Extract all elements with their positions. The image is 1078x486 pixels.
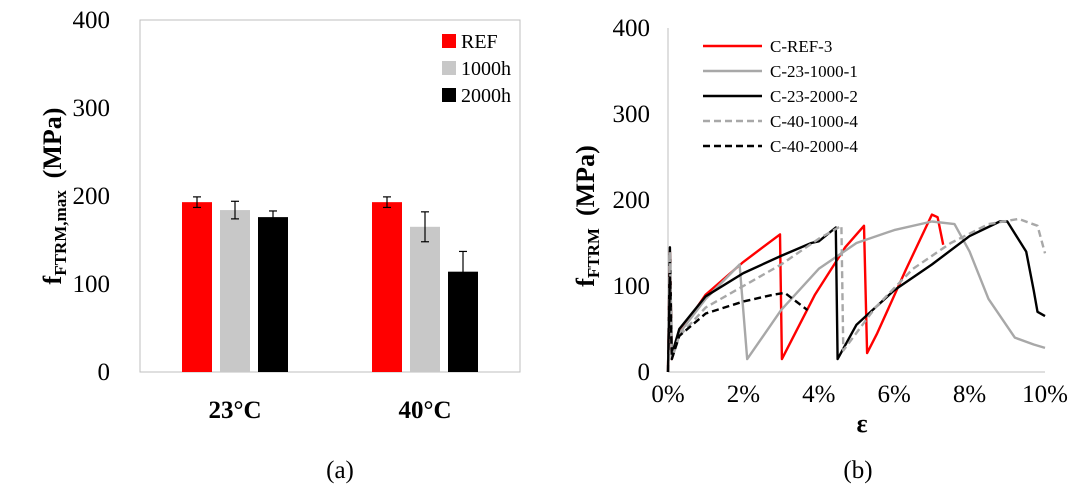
bar-1000h-1 — [220, 210, 250, 372]
chart-a-ylabel-sub: FTRM,max — [51, 190, 70, 276]
legend-swatch — [442, 34, 456, 48]
chart-b-ytick-label: 0 — [638, 359, 651, 386]
chart-a-ytick-label: 400 — [73, 7, 111, 34]
legend-label: C-40-1000-4 — [770, 112, 858, 131]
legend-label: REF — [461, 31, 498, 53]
chart-b: 0 100 200 300 400 0% 2% 4% 6% 8% 10% C-REF-3 C-23-… — [571, 15, 1068, 484]
chart-b-xtick-label: 8% — [953, 381, 986, 408]
legend-swatch — [442, 88, 456, 102]
chart-a-ytick-label: 300 — [73, 95, 111, 122]
bar-1000h-2 — [410, 226, 440, 372]
chart-b-xtick-label: 2% — [727, 381, 760, 408]
series-line-c-40-2000-4 — [666, 276, 809, 373]
chart-b-caption: (b) — [843, 457, 872, 484]
chart-a-ytick-label: 100 — [73, 271, 111, 298]
chart-b-xlabel: ε — [856, 409, 867, 438]
chart-a-caption: (a) — [326, 457, 354, 484]
chart-b-y-axis-title: fFTRM (MPa) — [571, 145, 603, 286]
chart-a: 0 100 200 300 400 23°C 40°C REF 1000h 2000h fFT… — [38, 7, 521, 484]
chart-b-ylabel-unit: (MPa) — [571, 145, 600, 216]
chart-a-ylabel-main: f — [38, 275, 67, 284]
legend-label: C-REF-3 — [770, 37, 832, 56]
chart-b-xtick-label: 0% — [651, 381, 684, 408]
svg-text:fFTRM,max(MPa): fFTRM,max (MPa) — [38, 108, 70, 285]
svg-text:fFTRM(MPa): fFTRM (MPa) — [571, 145, 603, 286]
bar-ref-2 — [372, 202, 402, 372]
legend-label: C-23-1000-1 — [770, 62, 858, 81]
chart-b-ylabel-main: f — [571, 278, 600, 287]
series-line-c-23-2000-2 — [666, 220, 1046, 373]
chart-b-ytick-label: 300 — [613, 101, 651, 128]
legend-swatch — [442, 61, 456, 75]
bar-ref-1 — [182, 202, 212, 372]
chart-b-ytick-label: 400 — [613, 15, 651, 42]
legend-label: 1000h — [461, 58, 511, 80]
chart-b-xtick-label: 6% — [878, 381, 911, 408]
chart-b-xtick-label: 10% — [1022, 381, 1068, 408]
chart-b-xtick-label: 4% — [802, 381, 835, 408]
legend-label: C-40-2000-4 — [770, 137, 858, 156]
chart-a-category-label: 23°C — [208, 397, 261, 424]
chart-b-ytick-label: 100 — [613, 273, 651, 300]
chart-a-ylabel-unit: (MPa) — [38, 108, 67, 179]
legend-label: C-23-2000-2 — [770, 87, 858, 106]
bar-2000h-1 — [258, 217, 288, 372]
chart-b-ytick-label: 200 — [613, 187, 651, 214]
chart-a-category-label: 40°C — [398, 397, 451, 424]
chart-a-y-axis-title: fFTRM,max (MPa) — [38, 108, 70, 285]
chart-a-ytick-label: 0 — [98, 359, 111, 386]
legend-label: 2000h — [461, 85, 511, 107]
chart-a-ytick-label: 200 — [73, 183, 111, 210]
chart-b-ylabel-sub: FTRM — [584, 228, 603, 278]
